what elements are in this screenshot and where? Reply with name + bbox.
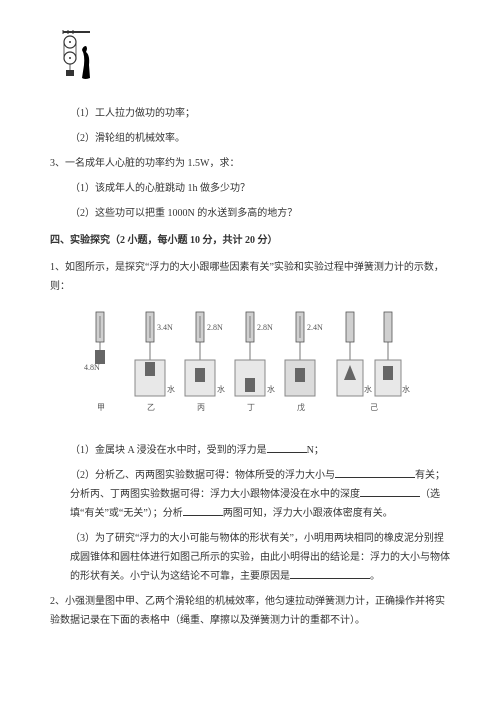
section-4-p1-stem: 1、如图所示，是探究“浮力的大小跟哪些因素有关”实验和实验过程中弹簧测力计的示数… [50, 258, 450, 296]
question-3-1: （1）该成年人的心脏跳动 1h 做多少功？ [70, 179, 450, 198]
pulley-figure [60, 30, 450, 92]
beaker-label-3: 丙 [197, 403, 205, 412]
p1-q3-post: 。 [370, 571, 380, 582]
p1-q2-pre: （2）分析乙、丙两图实验数据可得：物体所受的浮力大小与 [70, 470, 335, 481]
blank-depth [360, 487, 420, 497]
svg-text:水: 水 [364, 384, 372, 394]
section-4-p1-q2: （2）分析乙、丙两图实验数据可得：物体所受的浮力大小与有关；分析丙、丁两图实验数… [70, 466, 450, 523]
question-3-stem: 3、一名成年人心脏的功率约为 1.5W，求： [50, 154, 450, 173]
section-4-p1-q3: （3）为了研究“浮力的大小可能与物体的形状有关”，小明用两块相同的橡皮泥分别捏成… [70, 529, 450, 586]
svg-text:水: 水 [217, 384, 225, 394]
section-4-p1-q1: （1）金属块 A 浸没在水中时，受到的浮力是 N； [70, 441, 450, 460]
beaker-label-6: 己 [370, 403, 378, 412]
question-1-1: （1）工人拉力做功的功率； [70, 104, 450, 123]
blank-figs [183, 506, 223, 516]
beaker-label-2: 乙 [147, 403, 155, 412]
beaker-label-5: 戊 [297, 402, 305, 412]
beaker-label-4: 丁 [247, 403, 255, 412]
p1-q1-post: N； [307, 445, 324, 456]
blank-buoyancy [267, 443, 307, 453]
scale-reading-3: 2.8N [207, 323, 223, 332]
scale-reading-1: 4.8N [84, 363, 100, 372]
scale-reading-5: 2.4N [307, 323, 323, 332]
question-3-2: （2）这些功可以把重 1000N 的水送到多高的地方？ [70, 204, 450, 223]
svg-text:水: 水 [167, 384, 175, 394]
blank-reason [290, 569, 370, 579]
scale-reading-2: 3.4N [157, 323, 173, 332]
beaker-label-1: 甲 [97, 403, 105, 412]
scale-reading-4: 2.8N [257, 323, 273, 332]
blank-factor [335, 468, 415, 478]
section-4-p2: 2、小强测量图中甲、乙两个滑轮组的机械效率，他匀速拉动弹簧测力计，正确操作并将实… [50, 592, 450, 630]
p1-q2-mid2: 两图可知，浮力大小跟液体密度有关。 [223, 508, 393, 519]
p1-q1-pre: （1）金属块 A 浸没在水中时，受到的浮力是 [70, 445, 267, 456]
question-1-2: （2）滑轮组的机械效率。 [70, 129, 450, 148]
svg-text:水: 水 [267, 384, 275, 394]
p1-q3-text: （3）为了研究“浮力的大小可能与物体的形状有关”，小明用两块相同的橡皮泥分别捏成… [70, 533, 450, 582]
section-4-header: 四、实验探究（2 小题，每小题 10 分，共计 20 分） [50, 231, 450, 250]
svg-text:水: 水 [402, 384, 410, 394]
buoyancy-experiment-figure: 4.8N 甲 3.4N 水 乙 2.8N 水 丙 [80, 310, 450, 427]
